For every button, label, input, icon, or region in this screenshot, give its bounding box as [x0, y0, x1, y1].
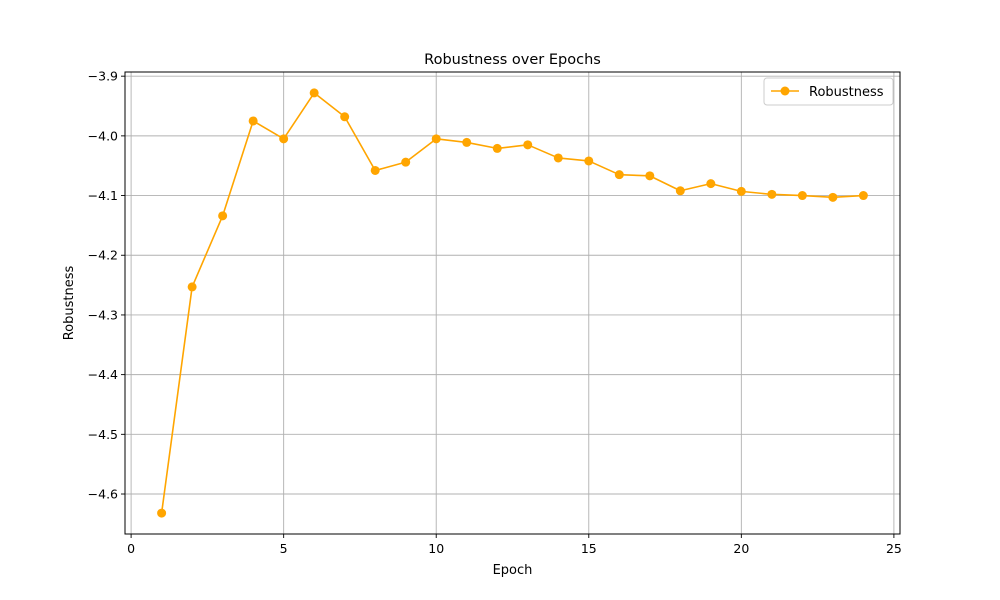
data-point: [614, 170, 624, 180]
data-point: [279, 134, 289, 144]
y-tick-label: −4.1: [88, 188, 118, 203]
legend-marker-robustness: [780, 86, 790, 96]
data-point: [492, 143, 502, 153]
data-point: [858, 191, 868, 201]
data-point: [340, 112, 350, 122]
legend-label-robustness: Robustness: [809, 85, 884, 100]
data-point: [736, 186, 746, 196]
data-point: [248, 116, 258, 126]
data-point: [218, 211, 228, 221]
data-point: [675, 186, 685, 196]
y-tick-label: −4.2: [88, 248, 118, 263]
data-point: [431, 134, 441, 144]
x-tick-label: 5: [280, 541, 288, 556]
x-tick-label: 10: [428, 541, 444, 556]
x-tick-label: 25: [886, 541, 902, 556]
data-point: [157, 508, 167, 518]
y-tick-label: −4.0: [88, 128, 118, 143]
x-tick-label: 20: [733, 541, 749, 556]
ticks: 0 5 10 15 20 25 −4.6 −4.5 −4.4 −4.3 −4.2 −4.1 −4.0 −3…: [88, 69, 902, 556]
x-axis-label: Epoch: [493, 563, 533, 578]
chart-title: Robustness over Epochs: [424, 52, 601, 68]
data-point: [187, 282, 197, 292]
data-point: [523, 140, 533, 150]
series-line-robustness: [160, 92, 864, 514]
y-tick-label: −3.9: [88, 69, 118, 84]
y-tick-label: −4.6: [88, 487, 118, 502]
data-point: [553, 153, 563, 163]
data-point: [462, 137, 472, 147]
data-point: [370, 165, 380, 175]
data-point: [767, 189, 777, 199]
grid: [125, 72, 900, 534]
series-layer: [157, 88, 868, 518]
data-point: [706, 179, 716, 189]
legend-box: [763, 77, 894, 106]
data-point: [309, 88, 319, 98]
legend: Robustness: [763, 77, 894, 106]
data-point: [401, 157, 411, 167]
plot-area: [125, 72, 900, 534]
plot-frame: [124, 71, 901, 535]
data-point: [828, 192, 838, 202]
y-tick-label: −4.3: [88, 307, 118, 322]
y-tick-label: −4.4: [88, 367, 118, 382]
data-point: [797, 191, 807, 201]
y-axis-label: Robustness: [62, 265, 77, 340]
y-tick-label: −4.5: [88, 427, 118, 442]
x-tick-label: 0: [127, 541, 135, 556]
data-point: [645, 171, 655, 181]
data-point: [584, 156, 594, 166]
x-tick-label: 15: [581, 541, 597, 556]
